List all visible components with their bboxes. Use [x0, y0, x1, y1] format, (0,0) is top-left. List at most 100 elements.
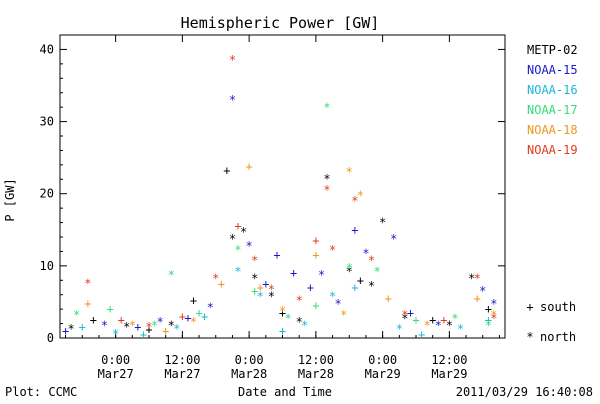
data-point-noaa-15: *	[246, 239, 253, 253]
data-point-noaa-15: *	[435, 319, 442, 333]
y-tick-label: 0	[47, 331, 54, 345]
x-tick-label-date: Mar29	[431, 367, 467, 381]
x-tick-label-time: 0:00	[368, 353, 397, 367]
axes: 0102030400:00Mar2712:00Mar270:00Mar2812:…	[40, 34, 506, 381]
data-point-noaa-17: +	[195, 306, 202, 320]
data-point-metp-02: *	[240, 225, 247, 239]
legend-entry: METP-02	[527, 43, 578, 57]
data-point-noaa-19: +	[312, 234, 319, 248]
data-point-noaa-16: +	[279, 324, 286, 338]
data-point-noaa-16: *	[173, 322, 180, 336]
data-point-metp-02: +	[279, 306, 286, 320]
data-point-noaa-15: *	[318, 268, 325, 282]
legend-entry: NOAA-15	[527, 63, 578, 77]
data-point-noaa-19: *	[229, 53, 236, 67]
legend: METP-02 NOAA-15 NOAA-16 NOAA-17 NOAA-18 NOAA-…	[526, 43, 577, 344]
x-tick-label-time: 12:00	[298, 353, 334, 367]
data-point-noaa-15: +	[290, 266, 297, 280]
marker-legend-label: south	[540, 300, 576, 314]
legend-entry: NOAA-17	[527, 103, 578, 117]
data-point-noaa-15: +	[134, 320, 141, 334]
data-point-metp-02: +	[90, 313, 97, 327]
data-point-noaa-15: *	[207, 301, 214, 315]
data-point-metp-02: *	[468, 272, 475, 286]
x-tick-label-time: 12:00	[431, 353, 467, 367]
data-point-metp-02: *	[229, 232, 236, 246]
data-point-metp-02: +	[145, 322, 152, 336]
x-tick-label-time: 0:00	[101, 353, 130, 367]
data-point-noaa-19: *	[84, 277, 91, 291]
data-point-noaa-18: *	[357, 189, 364, 203]
data-point-noaa-17: +	[106, 302, 113, 316]
data-point-noaa-18: *	[490, 308, 497, 322]
y-tick-label: 10	[40, 259, 54, 273]
data-point-noaa-16: *	[301, 319, 308, 333]
data-point-metp-02: +	[429, 313, 436, 327]
data-point-noaa-17: *	[284, 311, 291, 325]
x-tick-label-date: Mar27	[98, 367, 134, 381]
data-point-noaa-16: *	[457, 322, 464, 336]
data-point-noaa-19: *	[296, 293, 303, 307]
data-point-noaa-16: +	[351, 281, 358, 295]
data-point-noaa-17: *	[373, 264, 380, 278]
data-point-noaa-18: +	[162, 324, 169, 338]
chart-title: Hemispheric Power [GW]	[181, 14, 380, 32]
data-point-noaa-15: +	[307, 281, 314, 295]
data-point-noaa-18: +	[218, 277, 225, 291]
data-point-metp-02: *	[401, 311, 408, 325]
data-point-metp-02: *	[68, 322, 75, 336]
data-point-noaa-19: +	[118, 313, 125, 327]
x-tick-label-date: Mar28	[231, 367, 267, 381]
data-point-noaa-16: *	[329, 290, 336, 304]
data-point-noaa-19: *	[401, 308, 408, 322]
data-point-noaa-17: +	[251, 284, 258, 298]
data-point-metp-02: +	[485, 302, 492, 316]
plot-timestamp: 2011/03/29 16:40:08	[456, 385, 593, 399]
data-point-metp-02: *	[346, 264, 353, 278]
data-point-noaa-15: +	[62, 324, 69, 338]
data-point-noaa-18: *	[129, 319, 136, 333]
data-point-metp-02: *	[323, 172, 330, 186]
data-point-noaa-15: *	[229, 93, 236, 107]
data-point-noaa-18: *	[346, 165, 353, 179]
data-point-noaa-18: +	[312, 248, 319, 262]
data-point-noaa-19: *	[490, 311, 497, 325]
data-point-metp-02: *	[296, 315, 303, 329]
data-point-noaa-18: +	[246, 159, 253, 173]
data-point-metp-02: *	[446, 319, 453, 333]
data-point-noaa-19: *	[368, 254, 375, 268]
marker-legend-label: north	[540, 330, 576, 344]
data-point-noaa-15: *	[362, 246, 369, 260]
data-point-noaa-16: *	[257, 290, 264, 304]
data-point-noaa-19: *	[251, 254, 258, 268]
data-point-noaa-17: *	[323, 101, 330, 115]
data-point-noaa-15: *	[490, 297, 497, 311]
marker-legend-symbol: +	[526, 300, 533, 314]
data-point-metp-02: *	[379, 215, 386, 229]
data-point-noaa-17: *	[346, 261, 353, 275]
data-point-noaa-19: *	[351, 194, 358, 208]
data-point-noaa-15: *	[335, 297, 342, 311]
y-tick-label: 20	[40, 187, 54, 201]
data-point-noaa-17: *	[168, 268, 175, 282]
x-tick-label-time: 0:00	[235, 353, 264, 367]
data-point-noaa-17: *	[73, 308, 80, 322]
data-point-noaa-18: +	[257, 281, 264, 295]
data-point-noaa-17: *	[485, 319, 492, 333]
data-point-noaa-19: *	[145, 320, 152, 334]
data-point-noaa-16: +	[140, 327, 147, 341]
legend-entry: NOAA-19	[527, 143, 578, 157]
data-point-metp-02: +	[223, 164, 230, 178]
data-point-metp-02: *	[123, 320, 130, 334]
data-point-noaa-19: +	[440, 313, 447, 327]
x-tick-label-date: Mar29	[365, 367, 401, 381]
data-point-noaa-17: *	[151, 319, 158, 333]
data-point-noaa-17: *	[451, 311, 458, 325]
data-point-noaa-18: *	[279, 304, 286, 318]
data-point-noaa-15: *	[157, 315, 164, 329]
x-tick-label-date: Mar28	[298, 367, 334, 381]
data-point-metp-02: *	[368, 279, 375, 293]
data-point-noaa-18: +	[84, 296, 91, 310]
